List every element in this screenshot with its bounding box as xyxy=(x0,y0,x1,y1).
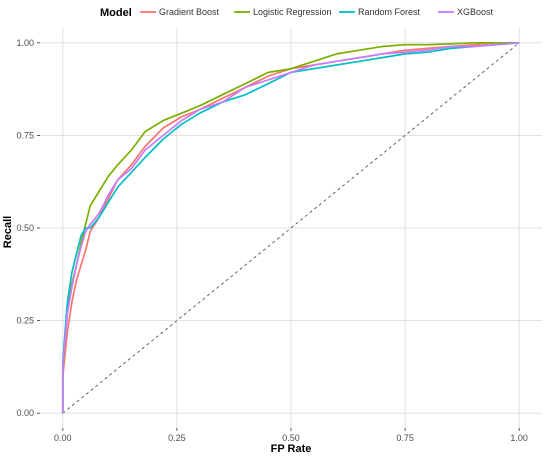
x-tick-label: 0.75 xyxy=(396,433,414,443)
legend-label-logistic-regression: Logistic Regression xyxy=(253,7,332,17)
y-tick-label: 0.00 xyxy=(16,408,34,418)
x-axis-title: FP Rate xyxy=(271,443,312,455)
y-tick-label: 0.50 xyxy=(16,223,34,233)
y-tick-label: 1.00 xyxy=(16,38,34,48)
legend-title: Model xyxy=(100,7,132,19)
series-group xyxy=(61,41,520,414)
legend-label-gradient-boost: Gradient Boost xyxy=(159,7,220,17)
diagonal-reference-line xyxy=(62,42,520,414)
y-axis-ticks: 0.00 0.25 0.50 0.75 1.00 xyxy=(16,38,40,418)
series-line-gradient-boost xyxy=(61,41,520,414)
y-tick-label: 0.75 xyxy=(16,130,34,140)
legend-label-xgboost: XGBoost xyxy=(457,7,494,17)
x-tick-label: 0.50 xyxy=(282,433,300,443)
x-axis-ticks: 0.00 0.25 0.50 0.75 1.00 xyxy=(54,428,528,443)
legend: Model Gradient Boost Logistic Regression R… xyxy=(100,7,494,19)
x-tick-label: 0.25 xyxy=(168,433,186,443)
legend-label-random-forest: Random Forest xyxy=(358,7,421,17)
y-tick-label: 0.25 xyxy=(16,316,34,326)
series-line-xgboost xyxy=(61,41,520,414)
x-tick-label: 1.00 xyxy=(510,433,528,443)
x-tick-label: 0.00 xyxy=(54,433,72,443)
series-line-random-forest xyxy=(61,41,520,414)
y-axis-title: Recall xyxy=(2,216,14,248)
